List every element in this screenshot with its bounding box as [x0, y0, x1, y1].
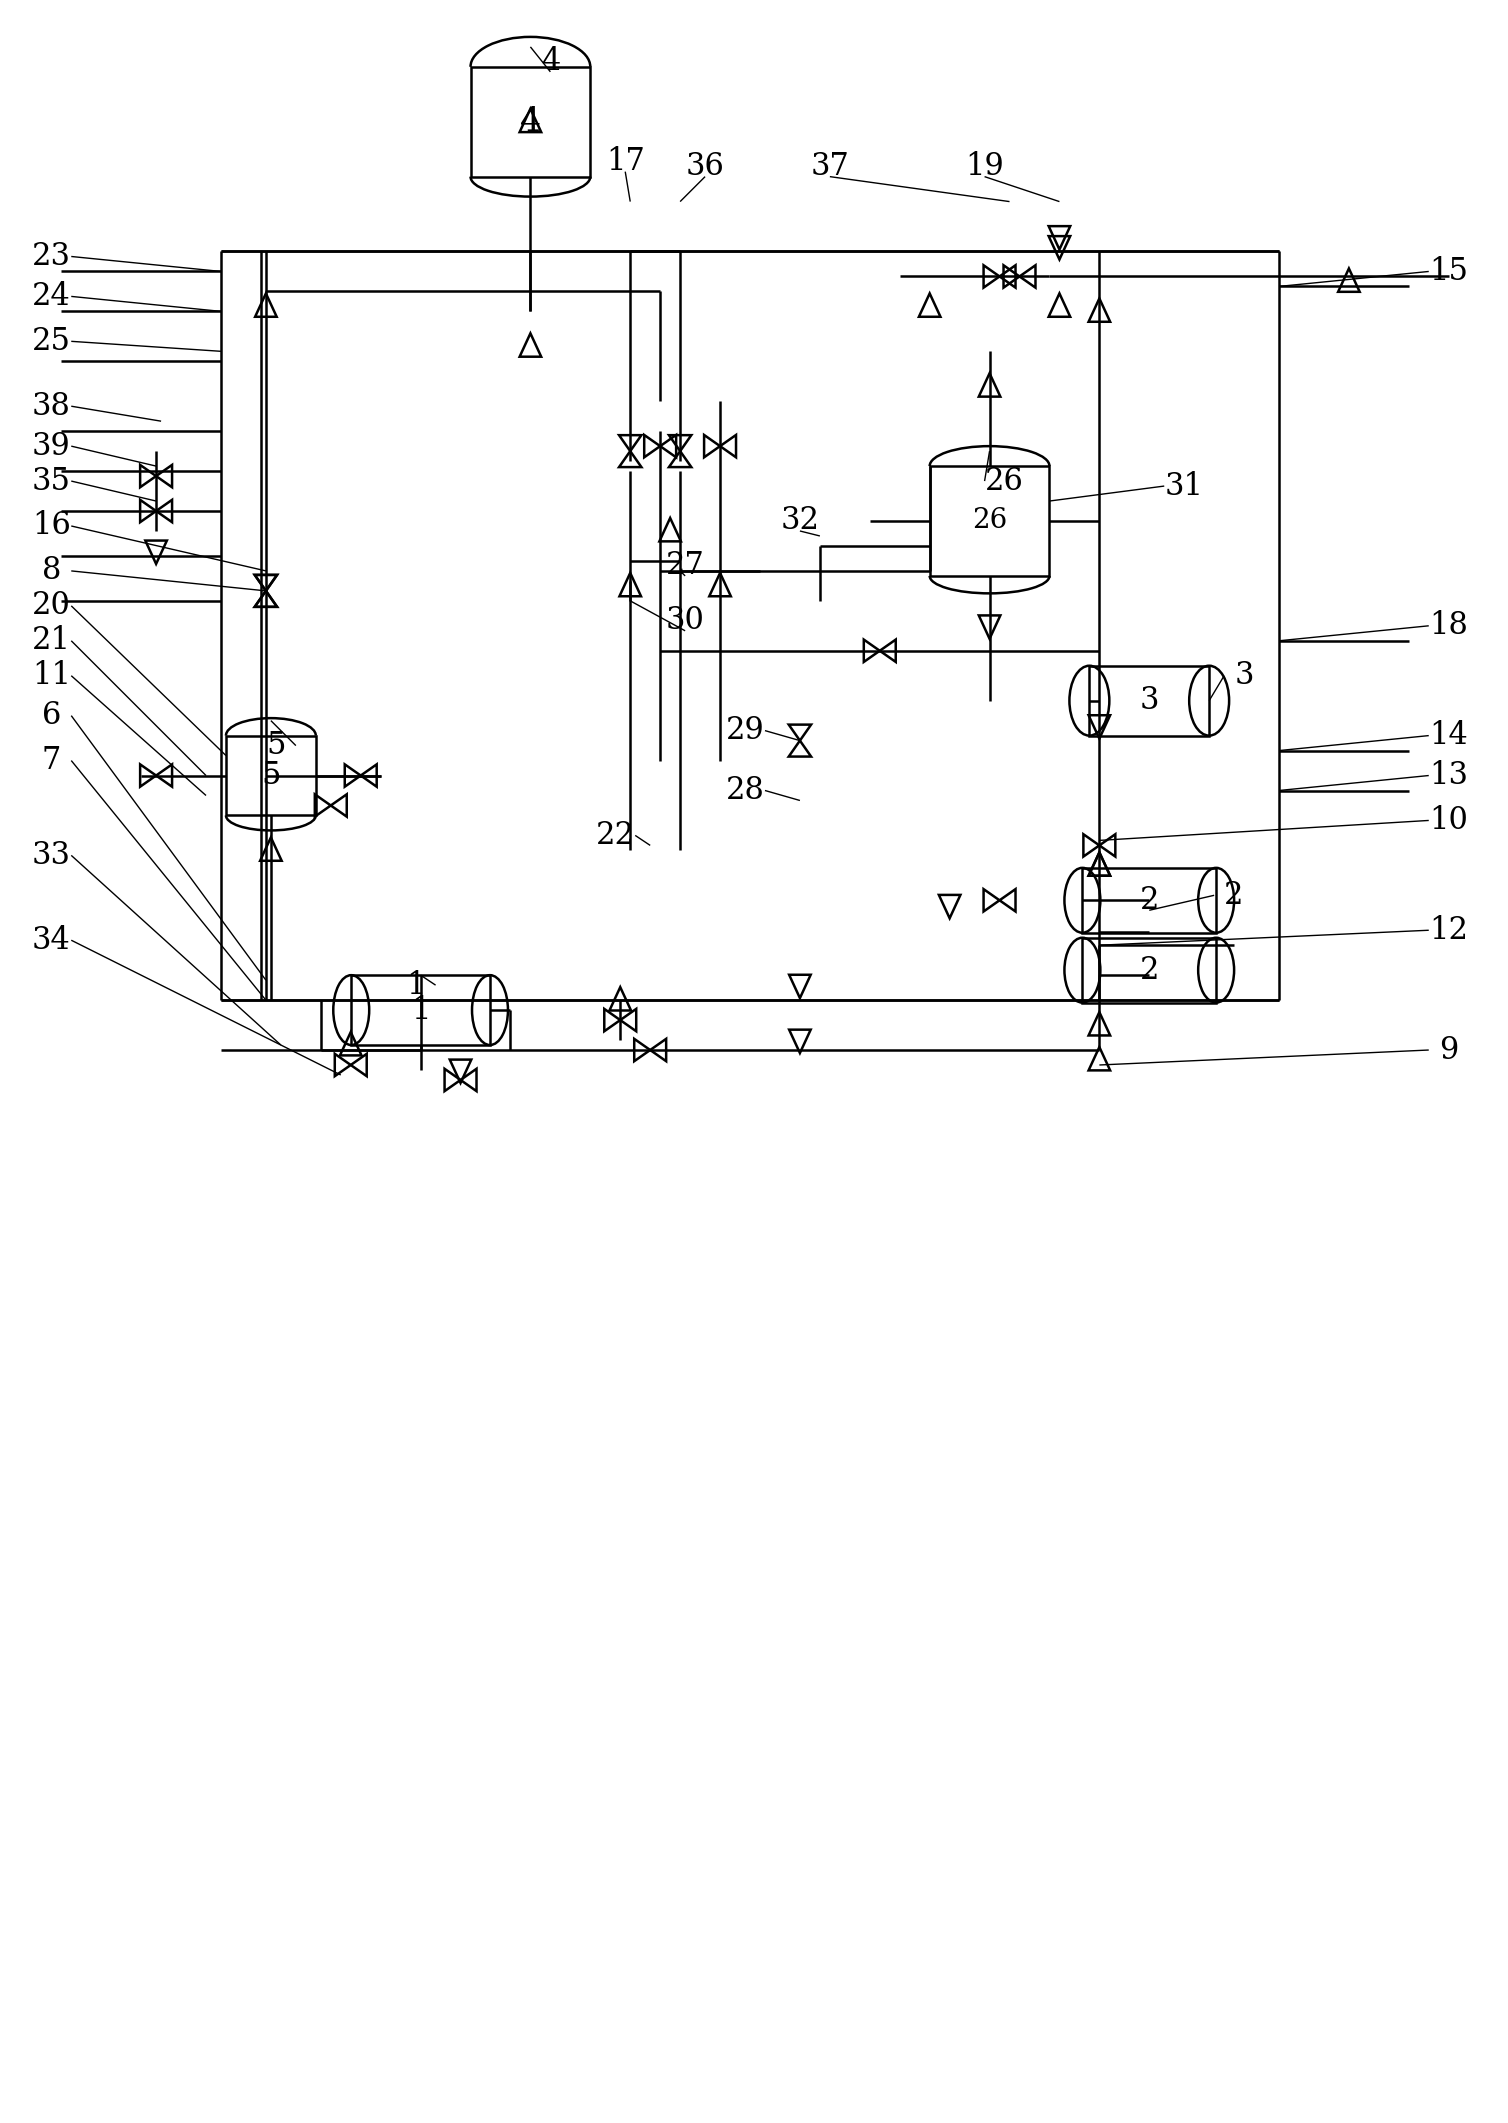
Text: 13: 13	[1430, 760, 1469, 792]
Text: 1: 1	[406, 970, 425, 1000]
Text: 26: 26	[985, 465, 1024, 497]
Text: 3: 3	[1140, 686, 1160, 715]
Text: 18: 18	[1430, 609, 1469, 641]
Bar	[351, 974, 490, 1045]
Text: 2: 2	[1224, 879, 1244, 911]
Text: 17: 17	[606, 146, 645, 176]
Text: 16: 16	[32, 510, 71, 541]
Text: 35: 35	[32, 465, 71, 497]
Text: 8: 8	[42, 556, 60, 586]
Text: 14: 14	[1430, 720, 1469, 752]
Text: 5: 5	[265, 730, 285, 760]
Bar	[226, 735, 315, 815]
Text: 32: 32	[781, 505, 819, 537]
Text: 37: 37	[810, 151, 849, 183]
Text: 21: 21	[32, 626, 71, 656]
Bar	[929, 467, 1050, 575]
Text: 36: 36	[686, 151, 724, 183]
Text: 20: 20	[32, 590, 71, 622]
Text: 28: 28	[725, 775, 765, 807]
Text: 26: 26	[973, 507, 1007, 535]
Text: 9: 9	[1439, 1034, 1458, 1066]
Text: 12: 12	[1430, 915, 1469, 945]
Bar	[1089, 667, 1209, 735]
Text: 22: 22	[596, 819, 635, 851]
Text: 1: 1	[410, 994, 430, 1025]
Text: 38: 38	[32, 391, 71, 422]
Text: 11: 11	[32, 660, 71, 692]
Text: 31: 31	[1164, 471, 1203, 501]
Bar	[1083, 938, 1215, 1002]
Text: 27: 27	[665, 550, 704, 582]
Text: 23: 23	[32, 242, 71, 272]
Text: 24: 24	[32, 280, 71, 312]
Text: 30: 30	[665, 605, 704, 637]
Bar	[1083, 868, 1215, 932]
Text: 5: 5	[261, 760, 280, 792]
Text: 4: 4	[541, 47, 559, 76]
Text: 10: 10	[1430, 805, 1469, 836]
Text: 34: 34	[32, 926, 71, 955]
Text: 25: 25	[32, 325, 71, 357]
Text: 2: 2	[1140, 955, 1160, 985]
Bar	[470, 66, 590, 176]
Text: 6: 6	[42, 701, 60, 730]
Text: 4: 4	[520, 106, 541, 138]
Text: 7: 7	[42, 745, 60, 777]
Text: 3: 3	[1235, 660, 1253, 692]
Text: 15: 15	[1430, 257, 1469, 287]
Text: 39: 39	[32, 431, 71, 461]
Text: 33: 33	[32, 841, 71, 870]
Text: 2: 2	[1140, 885, 1160, 915]
Text: 19: 19	[965, 151, 1004, 183]
Text: 29: 29	[725, 715, 765, 745]
